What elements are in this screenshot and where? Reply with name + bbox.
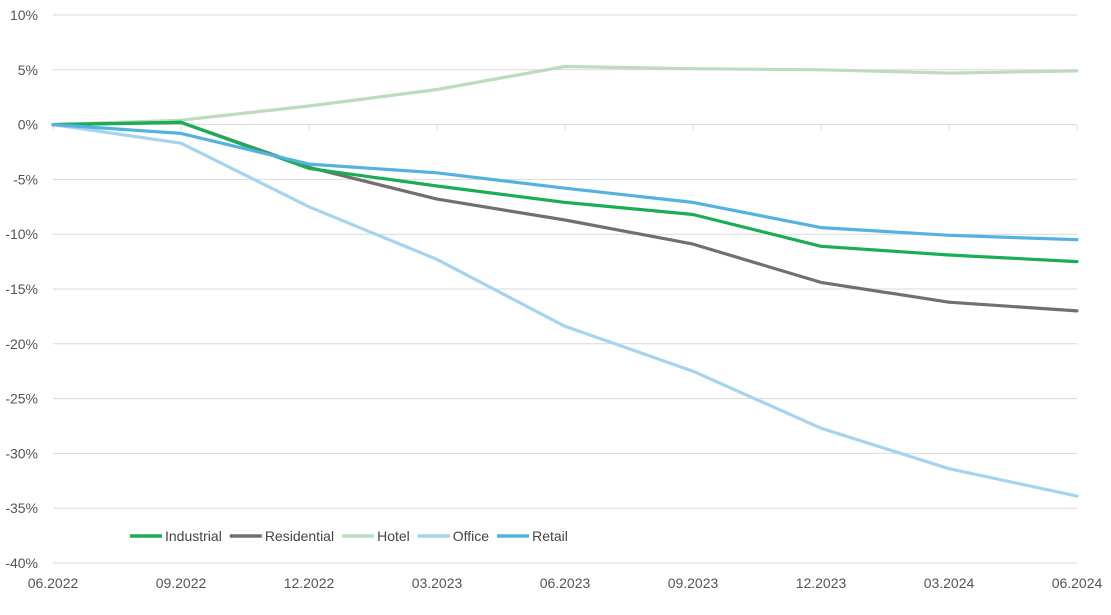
y-tick-label: 5% xyxy=(18,62,38,78)
x-tick-label: 03.2024 xyxy=(924,575,975,591)
x-tick-label: 12.2023 xyxy=(796,575,847,591)
y-tick-label: -35% xyxy=(5,500,38,516)
y-tick-label: -15% xyxy=(5,281,38,297)
legend: Industrial Residential Hotel Office Retail xyxy=(130,528,568,544)
x-tick-label: 06.2022 xyxy=(28,575,79,591)
y-tick-label: -25% xyxy=(5,391,38,407)
y-tick-label: -10% xyxy=(5,226,38,242)
y-tick-label: 0% xyxy=(18,117,38,133)
x-tick-label: 06.2024 xyxy=(1052,575,1103,591)
series-line-residential xyxy=(51,120,1079,313)
x-tick-label: 09.2023 xyxy=(668,575,719,591)
x-axis-tick-labels: 06.2022 09.2022 12.2022 03.2023 06.2023 09.20… xyxy=(28,575,1103,591)
legend-label-hotel: Hotel xyxy=(377,528,410,544)
legend-label-office: Office xyxy=(453,528,490,544)
y-tick-label: -30% xyxy=(5,445,38,461)
x-tick-label: 12.2022 xyxy=(284,575,335,591)
legend-label-residential: Residential xyxy=(265,528,334,544)
series-line-retail xyxy=(51,122,1079,242)
x-tick-label: 03.2023 xyxy=(412,575,463,591)
y-tick-label: -5% xyxy=(13,171,38,187)
x-tick-label: 09.2022 xyxy=(156,575,207,591)
x-tick-label: 06.2023 xyxy=(540,575,591,591)
series-line-industrial xyxy=(51,120,1079,264)
y-tick-label: -40% xyxy=(5,555,38,571)
y-tick-label: -20% xyxy=(5,336,38,352)
legend-label-retail: Retail xyxy=(532,528,568,544)
series-line-office xyxy=(51,122,1079,498)
gridlines xyxy=(52,14,1078,564)
series-line-hotel xyxy=(51,64,1079,127)
series-lines xyxy=(51,64,1079,498)
y-axis-tick-labels: 10% 5% 0% -5% -10% -15% -20% -25% -30% -35% -40% xyxy=(5,7,38,571)
y-tick-label: 10% xyxy=(10,7,38,23)
legend-label-industrial: Industrial xyxy=(165,528,222,544)
